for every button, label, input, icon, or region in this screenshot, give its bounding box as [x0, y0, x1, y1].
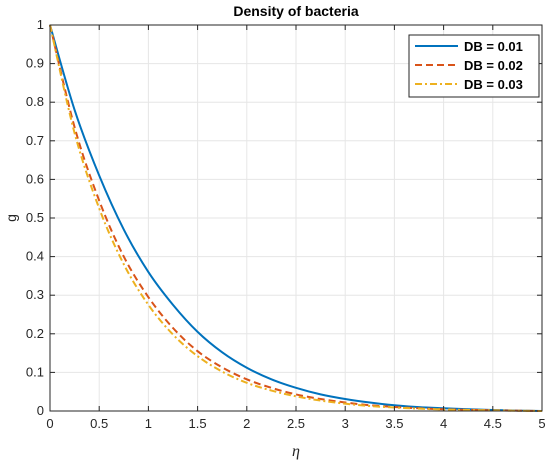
y-axis-label: g	[3, 214, 19, 222]
x-tick-label: 1	[145, 416, 152, 431]
legend: DB = 0.01 DB = 0.02 DB = 0.03	[408, 34, 540, 98]
x-tick-label: 3	[342, 416, 349, 431]
y-tick-label: 0.6	[26, 171, 44, 186]
x-tick-label: 0.5	[90, 416, 108, 431]
y-tick-label: 0.9	[26, 56, 44, 71]
y-tick-label: 0.8	[26, 94, 44, 109]
x-tick-label: 4.5	[484, 416, 502, 431]
x-tick-label: 1.5	[189, 416, 207, 431]
y-tick-label: 0.4	[26, 249, 44, 264]
y-tick-labels: 0 0.1 0.2 0.3 0.4 0.5 0.6 0.7 0.8 0.9 1	[26, 17, 44, 418]
x-tick-label: 2	[243, 416, 250, 431]
legend-label-db-0.03: DB = 0.03	[464, 77, 523, 92]
x-tick-labels: 0 0.5 1 1.5 2 2.5 3 3.5 4 4.5 5	[46, 416, 545, 431]
x-tick-label: 4	[440, 416, 447, 431]
y-tick-label: 0.7	[26, 133, 44, 148]
axis-ticks	[49, 24, 543, 412]
legend-label-db-0.01: DB = 0.01	[464, 39, 523, 54]
y-tick-label: 0	[37, 403, 44, 418]
y-tick-label: 1	[37, 17, 44, 32]
x-tick-label: 5	[538, 416, 545, 431]
series-line-db-0.02	[49, 24, 543, 412]
y-tick-label: 0.3	[26, 287, 44, 302]
series-layer	[49, 24, 543, 412]
x-axis-label: η	[292, 443, 300, 460]
x-tick-label: 3.5	[385, 416, 403, 431]
chart-title: Density of bacteria	[233, 3, 358, 19]
legend-label-db-0.02: DB = 0.02	[464, 58, 523, 73]
x-tick-label: 0	[46, 416, 53, 431]
series-line-db-0.03	[49, 24, 543, 412]
x-tick-label: 2.5	[287, 416, 305, 431]
y-tick-label: 0.2	[26, 326, 44, 341]
y-tick-label: 0.1	[26, 364, 44, 379]
y-tick-label: 0.5	[26, 210, 44, 225]
